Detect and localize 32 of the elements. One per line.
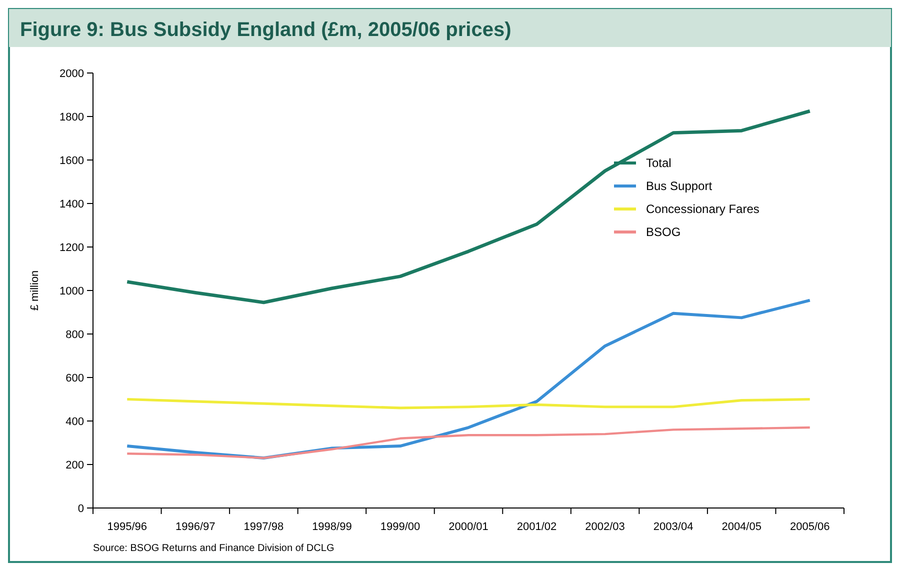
source-note: Source: BSOG Returns and Finance Division of DCLG [93,543,334,554]
y-tick-label: 2000 [60,68,84,80]
y-tick-label: 1800 [60,112,84,124]
legend-label: Total [646,156,672,170]
x-tick-label: 1997/98 [244,521,284,533]
x-tick-label: 2000/01 [448,521,488,533]
x-tick-label: 1995/96 [107,521,148,533]
legend-label: Bus Support [646,179,713,193]
x-tick-label: 2004/05 [722,521,762,533]
x-tick-label: 2005/06 [790,521,830,533]
x-tick-label: 2002/03 [585,521,625,533]
y-tick-label: 600 [66,372,84,384]
legend-label: BSOG [646,225,681,239]
x-tick-label: 2003/04 [653,521,694,533]
line-series [126,426,811,460]
y-tick-label: 1600 [60,155,84,167]
line-series [125,109,812,304]
y-tick-label: 1200 [60,242,84,254]
y-tick-label: 1400 [60,198,84,210]
y-tick-label: 400 [66,416,84,428]
chart-title: Figure 9: Bus Subsidy England (£m, 2005/06 prices) [20,19,512,41]
x-tick-label: 2001/02 [516,521,557,533]
x-tick-label: 1996/97 [176,521,216,533]
y-tick-label: 0 [78,503,84,515]
x-tick-label: 1999/00 [380,521,420,533]
legend-label: Concessionary Fares [646,202,760,216]
line-series [126,398,812,410]
y-tick-label: 1000 [60,286,84,298]
x-tick-label: 1998/99 [312,521,352,533]
y-axis-title: £ million [29,270,41,311]
y-tick-label: 200 [66,460,84,472]
y-tick-label: 800 [66,329,84,341]
